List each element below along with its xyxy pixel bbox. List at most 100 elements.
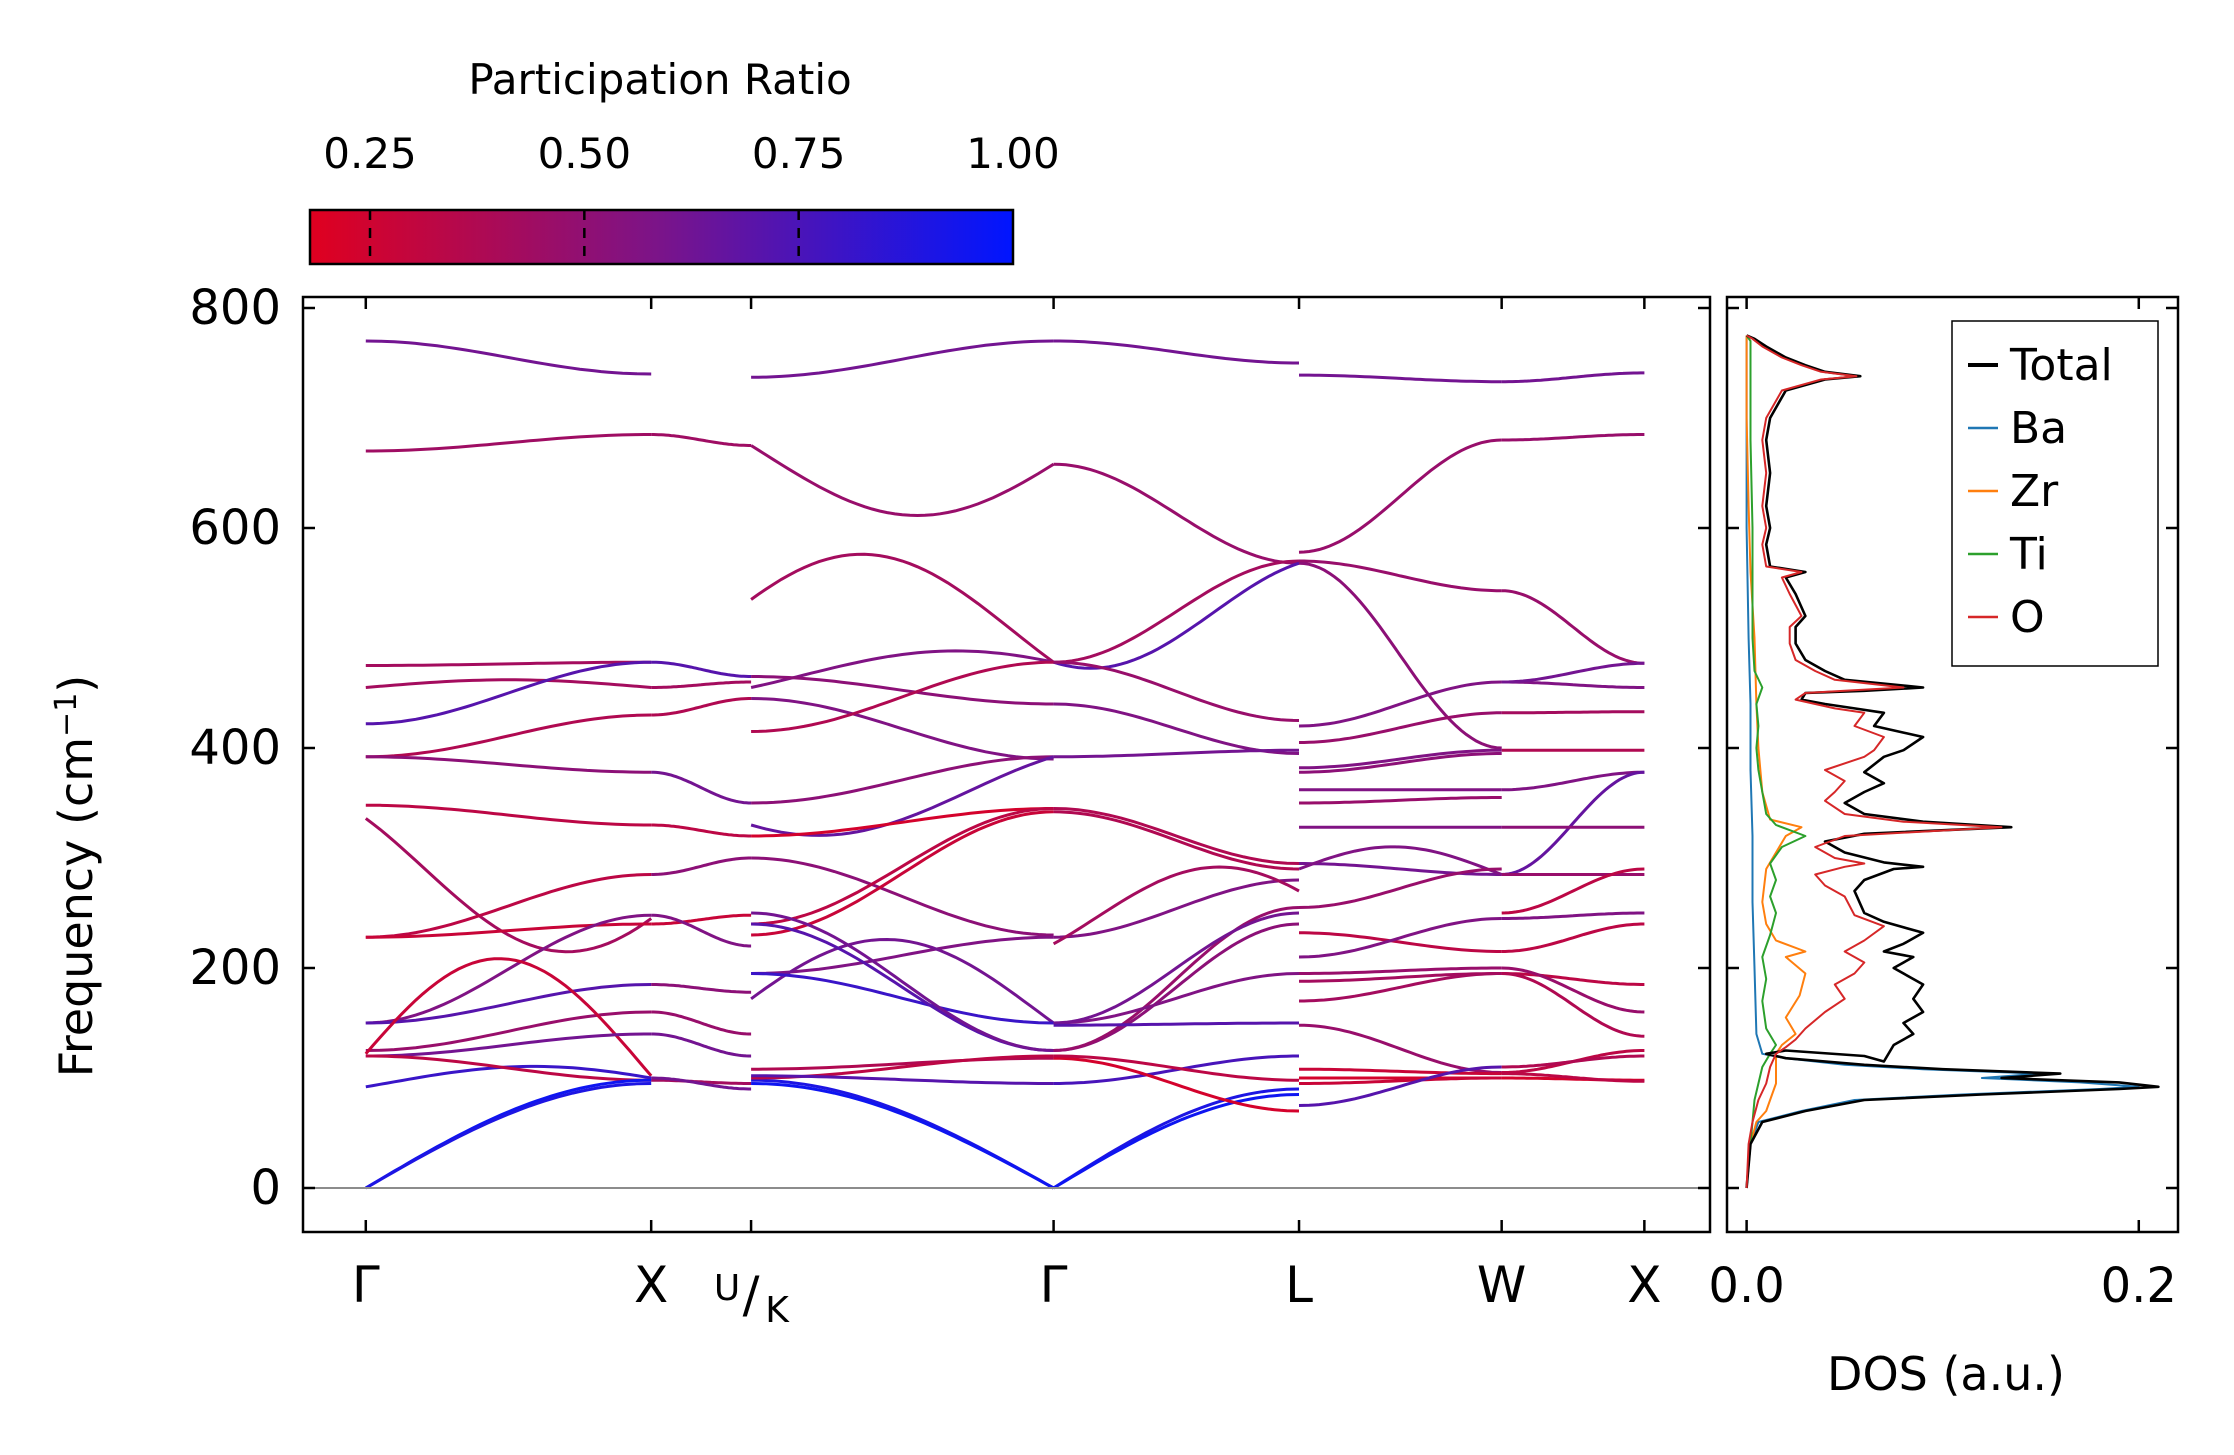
band-line bbox=[1053, 702, 1300, 755]
band-line bbox=[751, 810, 1054, 937]
band-line bbox=[1298, 438, 1502, 554]
band-line bbox=[364, 957, 653, 1077]
y-tick-label: 200 bbox=[189, 940, 281, 996]
band-line bbox=[1052, 1093, 1300, 1190]
band-line bbox=[365, 660, 652, 667]
band-line bbox=[751, 675, 1054, 706]
band-line bbox=[1299, 752, 1502, 774]
band-line bbox=[1053, 462, 1300, 565]
band-line bbox=[1299, 972, 1502, 1003]
band-line bbox=[651, 1076, 752, 1091]
band-line bbox=[1298, 867, 1502, 909]
band-line bbox=[1299, 931, 1502, 953]
dos-line-o bbox=[1745, 334, 2003, 1189]
legend-label: Zr bbox=[2010, 466, 2059, 517]
legend-frame bbox=[1951, 320, 2159, 667]
band-line bbox=[1501, 371, 1645, 384]
band-x-ticks: Γ X U / K Γ L W X bbox=[352, 297, 1661, 1331]
colorbar-ticks: 0.25 0.50 0.75 1.00 bbox=[323, 129, 1060, 264]
band-line bbox=[651, 697, 752, 717]
dos-ticks: 0.0 0.2 bbox=[1708, 297, 2178, 1314]
band-line bbox=[365, 678, 652, 689]
band-line bbox=[651, 1010, 752, 1036]
colorbar-tick-label: 0.25 bbox=[323, 129, 417, 178]
legend-label: Ti bbox=[2009, 529, 2048, 580]
band-line bbox=[364, 817, 653, 954]
band-line bbox=[1299, 559, 1502, 593]
dos-line-ti bbox=[1745, 334, 1807, 1189]
band-line bbox=[1501, 433, 1645, 442]
band-line bbox=[651, 680, 752, 689]
band-line bbox=[365, 1078, 652, 1190]
band-line bbox=[1053, 911, 1300, 1025]
dos-plot-frame bbox=[1725, 295, 2180, 1234]
band-line bbox=[1501, 911, 1645, 920]
band-line bbox=[1299, 711, 1502, 744]
band-line bbox=[651, 913, 752, 948]
dos-x-tick-label: 0.0 bbox=[1708, 1258, 1784, 1314]
colorbar-title: Participation Ratio bbox=[468, 55, 851, 104]
band-line bbox=[1053, 922, 1300, 1052]
band-line bbox=[1298, 561, 1502, 750]
band-line bbox=[1501, 770, 1645, 792]
band-line bbox=[1501, 680, 1645, 689]
band-line bbox=[365, 1010, 652, 1052]
band-line bbox=[1501, 1072, 1645, 1083]
band-line bbox=[751, 807, 1054, 838]
band-line bbox=[1298, 845, 1503, 876]
band-line bbox=[651, 823, 752, 838]
band-line bbox=[651, 913, 752, 926]
band-line bbox=[1298, 1065, 1502, 1107]
band-line bbox=[365, 983, 652, 1025]
band-line bbox=[751, 1078, 1055, 1190]
band-line bbox=[365, 1054, 652, 1082]
band-line bbox=[365, 913, 652, 1025]
band-line bbox=[751, 935, 1054, 975]
band-line bbox=[751, 1074, 1054, 1085]
band-line bbox=[750, 552, 1055, 664]
band-line bbox=[1053, 906, 1300, 1052]
band-line bbox=[1501, 1054, 1645, 1069]
band-line bbox=[1053, 807, 1300, 865]
band-line bbox=[1299, 796, 1502, 805]
band-line bbox=[750, 444, 1055, 518]
band-line bbox=[365, 803, 652, 827]
x-tick-label: W bbox=[1477, 1256, 1526, 1314]
band-line bbox=[1299, 862, 1502, 876]
x-tick-label: Γ bbox=[352, 1256, 380, 1314]
colorbar-tick-label: 1.00 bbox=[966, 129, 1060, 178]
band-plot-frame bbox=[301, 295, 1712, 1234]
band-line bbox=[1053, 339, 1299, 365]
band-line bbox=[1053, 810, 1300, 871]
band-line bbox=[1298, 917, 1502, 959]
band-line bbox=[1053, 1056, 1300, 1113]
x-tick-label-slash: / bbox=[743, 1266, 760, 1324]
y-tick-label: 800 bbox=[189, 280, 281, 336]
band-line bbox=[1299, 373, 1502, 384]
x-tick-label: L bbox=[1285, 1256, 1313, 1314]
dos-panel: 0.0 0.2 DOS (a.u.) Total Ba Zr Ti O bbox=[1708, 295, 2180, 1401]
band-line bbox=[750, 937, 1055, 1025]
band-line bbox=[751, 911, 1054, 1052]
band-line bbox=[651, 660, 752, 678]
band-line bbox=[1501, 867, 1645, 915]
band-line bbox=[1053, 1054, 1299, 1082]
band-line bbox=[751, 697, 1054, 761]
legend-label: Total bbox=[2009, 340, 2113, 391]
band-line bbox=[1053, 748, 1299, 759]
band-line bbox=[651, 1078, 752, 1085]
band-line bbox=[1052, 865, 1300, 946]
band-line bbox=[751, 660, 1054, 733]
colorbar: Participation Ratio 0.25 0.50 0.75 1.00 bbox=[308, 55, 1060, 266]
band-line bbox=[365, 339, 652, 376]
x-tick-label: Γ bbox=[1040, 1256, 1068, 1314]
dos-line-zr bbox=[1745, 335, 1807, 1189]
band-line bbox=[1501, 589, 1645, 665]
band-line bbox=[1299, 748, 1502, 770]
band-line bbox=[1501, 972, 1645, 986]
band-line bbox=[365, 755, 652, 774]
colorbar-gradient bbox=[308, 208, 1015, 266]
band-line bbox=[1053, 972, 1300, 1025]
band-lines bbox=[364, 339, 1645, 1190]
